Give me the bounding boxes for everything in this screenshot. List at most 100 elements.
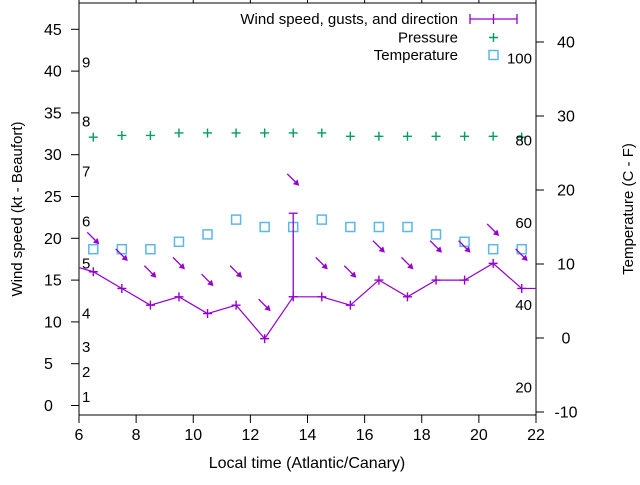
pressure-point [288, 128, 298, 138]
left-tick-label: 45 [44, 22, 62, 39]
pressure-point [374, 131, 384, 141]
wind-speed-line [78, 262, 536, 340]
wind-speed-point [88, 267, 98, 277]
pressure-point [231, 128, 241, 138]
wind-speed-point [374, 275, 384, 285]
wind-direction-arrow [201, 273, 211, 283]
x-tick-label: 6 [75, 427, 84, 444]
pressure-point [260, 128, 270, 138]
temperature-point [316, 214, 328, 225]
left-tick-label: 15 [44, 273, 62, 290]
fahrenheit-label: 60 [515, 215, 532, 232]
left-tick-label: 0 [44, 398, 53, 415]
wind-direction-arrowhead [407, 263, 414, 270]
wind-direction-arrow [229, 265, 239, 275]
pressure-point [317, 128, 327, 138]
temperature-point [402, 221, 413, 233]
temperature-point [373, 221, 385, 233]
wind-direction-arrowhead [235, 271, 243, 278]
wind-speed-point [317, 292, 327, 302]
fahrenheit-label: 80 [515, 133, 532, 150]
x-tick-label: 14 [299, 427, 317, 444]
wind-direction-arrowhead [292, 179, 300, 186]
temperature-point [116, 243, 128, 255]
wind-direction-arrow [86, 231, 96, 241]
wind-speed-point [402, 292, 412, 302]
wind-direction-arrow [372, 240, 382, 250]
x-tick-label: 12 [241, 427, 259, 444]
right-tick-label: 0 [562, 331, 571, 348]
fahrenheit-label: 20 [515, 379, 532, 396]
wind-speed-point [117, 283, 127, 293]
legend-label: Pressure [398, 30, 458, 47]
left-tick-label: 40 [44, 64, 62, 81]
beaufort-label: 2 [82, 364, 90, 381]
temperature-point [459, 236, 470, 248]
left-tick-label: 35 [44, 105, 62, 122]
wind-direction-arrow [315, 256, 325, 267]
left-axis-title: Wind speed (kt - Beaufort) [9, 121, 26, 296]
wind-speed-point [517, 283, 527, 293]
temperature-point [345, 221, 356, 233]
wind-direction-arrow [115, 248, 125, 258]
wind-direction-arrow [458, 240, 468, 250]
left-tick-label: 25 [44, 189, 62, 206]
wind-direction-arrowhead [350, 271, 357, 278]
beaufort-label: 1 [82, 389, 90, 406]
beaufort-label: 8 [82, 113, 90, 130]
beaufort-label: 3 [82, 339, 90, 356]
x-tick-label: 8 [132, 427, 141, 444]
wind-direction-arrowhead [207, 279, 214, 287]
beaufort-label: 5 [82, 255, 90, 272]
beaufort-label: 7 [82, 163, 90, 180]
temperature-point [173, 236, 185, 248]
wind-direction-arrowhead [492, 229, 500, 236]
x-axis-title: Local time (Atlantic/Canary) [209, 455, 406, 472]
pressure-point [402, 131, 412, 141]
wind-speed-point [231, 300, 241, 310]
wind-direction-arrowhead [178, 263, 185, 270]
wind-direction-arrowhead [264, 304, 271, 312]
right-tick-label: 10 [557, 257, 575, 274]
legend-label: Temperature [374, 47, 458, 64]
wind-speed-point [260, 334, 270, 344]
right-tick-label: 40 [557, 35, 575, 52]
left-tick-label: 20 [44, 231, 62, 248]
wind-direction-arrow [486, 223, 496, 233]
wind-direction-arrowhead [321, 263, 328, 270]
temperature-point [202, 229, 213, 240]
pressure-point [88, 132, 98, 142]
wind-direction-arrow [172, 256, 182, 267]
wind-speed-point [145, 300, 155, 310]
beaufort-label: 4 [82, 306, 90, 323]
wind-speed-point [460, 275, 470, 285]
right-tick-label: -10 [554, 405, 577, 422]
beaufort-label: 6 [82, 214, 90, 231]
legend-plus-sample [489, 33, 498, 42]
wind-speed-point [431, 275, 441, 285]
wind-direction-arrow [286, 173, 296, 183]
legend-label: Wind speed, gusts, and direction [240, 11, 458, 28]
wind-direction-arrow [143, 265, 154, 275]
pressure-point [203, 128, 213, 138]
temperature-point [88, 243, 99, 255]
right-axis-title: Temperature (C - F) [620, 143, 637, 275]
wind-direction-arrowhead [378, 246, 385, 253]
wind-direction-arrow [343, 265, 354, 275]
x-tick-label: 16 [356, 427, 374, 444]
wind-direction-arrowhead [121, 254, 128, 262]
wind-speed-point [203, 309, 213, 319]
pressure-point [174, 128, 184, 138]
legend-square-sample [488, 49, 499, 61]
fahrenheit-label: 40 [515, 297, 532, 314]
wind-direction-arrow [401, 256, 411, 267]
temperature-point [516, 243, 527, 255]
wind-speed-point [488, 258, 498, 268]
temperature-point [487, 243, 499, 255]
pressure-point [460, 131, 470, 141]
wind-direction-arrowhead [464, 246, 471, 253]
fahrenheit-label: 100 [507, 50, 532, 67]
temperature-point [259, 221, 270, 233]
